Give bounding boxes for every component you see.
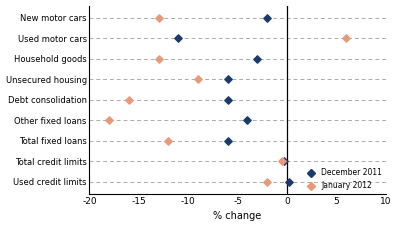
Point (281, 160, 287, 163)
Point (244, 118, 251, 122)
Point (155, 16, 162, 20)
X-axis label: % change: % change (214, 211, 262, 222)
Point (264, 180, 270, 184)
Point (343, 37, 349, 40)
Point (254, 57, 260, 61)
Point (225, 78, 231, 81)
Legend: December 2011, January 2012: December 2011, January 2012 (303, 168, 382, 190)
Point (264, 16, 270, 20)
Point (225, 98, 231, 102)
Point (175, 37, 181, 40)
Point (126, 98, 132, 102)
Point (195, 78, 201, 81)
Point (106, 118, 112, 122)
Point (165, 139, 172, 143)
Point (279, 160, 285, 163)
Point (155, 57, 162, 61)
Point (286, 180, 292, 184)
Point (225, 139, 231, 143)
